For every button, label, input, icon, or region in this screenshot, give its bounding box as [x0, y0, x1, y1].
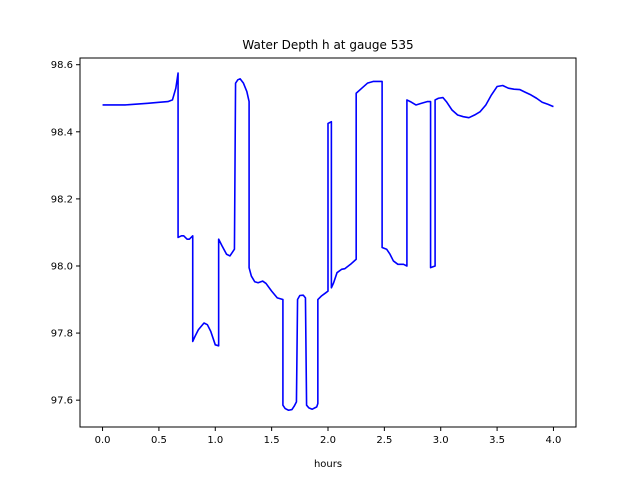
- y-tick-label: 98.6: [51, 60, 73, 71]
- y-tick-label: 97.8: [51, 329, 73, 340]
- x-tick-label: 2.0: [320, 435, 336, 446]
- x-tick-label: 1.0: [207, 435, 223, 446]
- x-axis-label: hours: [314, 459, 342, 470]
- y-tick-label: 98.0: [51, 261, 73, 272]
- x-tick-label: 2.5: [376, 435, 392, 446]
- x-tick-label: 3.0: [433, 435, 449, 446]
- y-tick-label: 98.4: [51, 127, 73, 138]
- y-tick-label: 98.2: [51, 194, 73, 205]
- x-tick-label: 4.0: [546, 435, 562, 446]
- y-tick-label: 97.6: [51, 396, 73, 407]
- chart-title: Water Depth h at gauge 535: [242, 38, 413, 52]
- x-axis: 0.0 0.5 1.0 1.5 2.0 2.5 3.0 3.5 4.0: [95, 427, 562, 446]
- x-tick-label: 0.5: [151, 435, 167, 446]
- x-tick-label: 0.0: [95, 435, 111, 446]
- x-tick-label: 3.5: [489, 435, 505, 446]
- x-tick-label: 1.5: [264, 435, 280, 446]
- series-line-0: [102, 72, 554, 412]
- y-axis: 97.6 97.8 98.0 98.2 98.4 98.6: [51, 60, 80, 407]
- axes-frame: [79, 57, 577, 428]
- plot-area: [102, 72, 554, 412]
